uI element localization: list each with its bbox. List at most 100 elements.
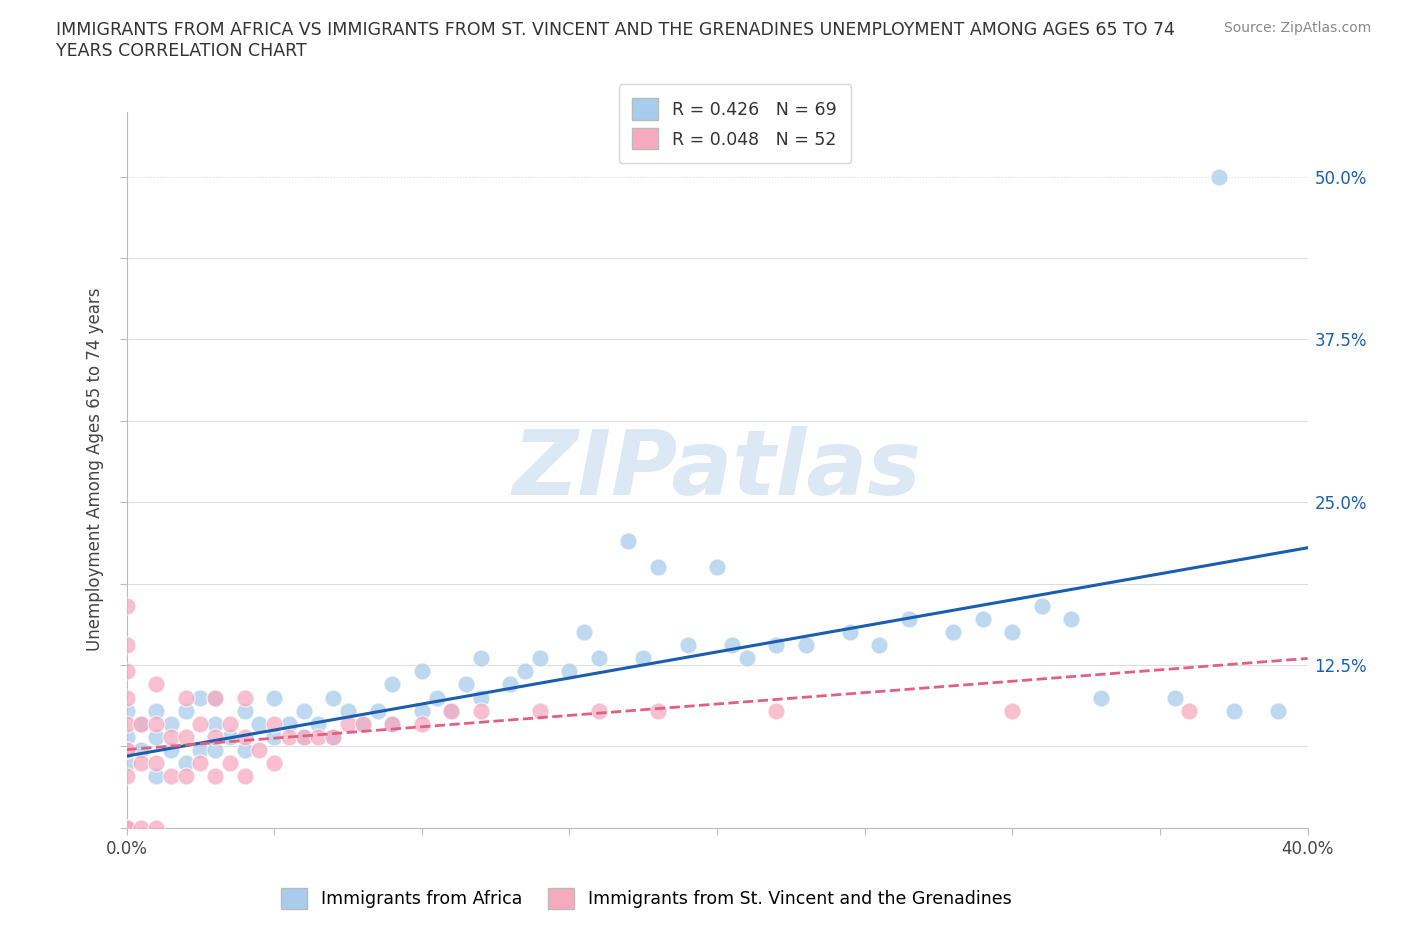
- Point: [381, 716, 404, 731]
- Point: [233, 768, 256, 783]
- Point: [188, 755, 212, 770]
- Point: [1164, 690, 1187, 705]
- Point: [160, 729, 183, 744]
- Point: [647, 560, 669, 575]
- Text: ZIPatlas: ZIPatlas: [513, 426, 921, 513]
- Point: [1031, 599, 1053, 614]
- Point: [115, 820, 138, 835]
- Point: [1208, 169, 1230, 184]
- Point: [115, 638, 138, 653]
- Point: [942, 625, 965, 640]
- Point: [115, 599, 138, 614]
- Point: [145, 703, 167, 718]
- Point: [145, 755, 167, 770]
- Point: [129, 742, 153, 757]
- Point: [219, 729, 242, 744]
- Point: [174, 690, 197, 705]
- Point: [529, 651, 551, 666]
- Point: [204, 729, 226, 744]
- Point: [115, 820, 138, 835]
- Point: [188, 690, 212, 705]
- Point: [720, 638, 742, 653]
- Point: [972, 612, 994, 627]
- Point: [440, 703, 463, 718]
- Point: [115, 664, 138, 679]
- Point: [263, 716, 285, 731]
- Point: [263, 755, 285, 770]
- Point: [292, 729, 315, 744]
- Point: [115, 729, 138, 744]
- Point: [367, 703, 389, 718]
- Point: [794, 638, 817, 653]
- Point: [160, 742, 183, 757]
- Point: [219, 716, 242, 731]
- Point: [1001, 703, 1024, 718]
- Y-axis label: Unemployment Among Ages 65 to 74 years: Unemployment Among Ages 65 to 74 years: [86, 288, 104, 651]
- Point: [499, 677, 522, 692]
- Point: [204, 690, 226, 705]
- Point: [1001, 625, 1024, 640]
- Point: [160, 768, 183, 783]
- Point: [115, 820, 138, 835]
- Point: [411, 664, 433, 679]
- Point: [249, 716, 271, 731]
- Point: [337, 703, 360, 718]
- Text: YEARS CORRELATION CHART: YEARS CORRELATION CHART: [56, 42, 307, 60]
- Point: [1267, 703, 1289, 718]
- Point: [115, 690, 138, 705]
- Point: [706, 560, 728, 575]
- Point: [233, 703, 256, 718]
- Point: [188, 716, 212, 731]
- Point: [278, 716, 301, 731]
- Point: [1178, 703, 1201, 718]
- Point: [129, 755, 153, 770]
- Point: [765, 638, 787, 653]
- Point: [249, 742, 271, 757]
- Point: [129, 820, 153, 835]
- Point: [1060, 612, 1083, 627]
- Point: [174, 755, 197, 770]
- Point: [145, 677, 167, 692]
- Point: [440, 703, 463, 718]
- Point: [735, 651, 758, 666]
- Point: [529, 703, 551, 718]
- Text: Source: ZipAtlas.com: Source: ZipAtlas.com: [1223, 21, 1371, 35]
- Point: [322, 690, 344, 705]
- Point: [263, 729, 285, 744]
- Point: [292, 729, 315, 744]
- Point: [263, 690, 285, 705]
- Point: [588, 651, 610, 666]
- Point: [898, 612, 921, 627]
- Point: [174, 729, 197, 744]
- Point: [233, 742, 256, 757]
- Point: [129, 716, 153, 731]
- Point: [322, 729, 344, 744]
- Point: [1223, 703, 1246, 718]
- Point: [308, 729, 330, 744]
- Point: [219, 755, 242, 770]
- Point: [188, 742, 212, 757]
- Point: [204, 742, 226, 757]
- Point: [515, 664, 537, 679]
- Point: [470, 690, 492, 705]
- Point: [337, 716, 360, 731]
- Point: [115, 742, 138, 757]
- Point: [233, 690, 256, 705]
- Point: [381, 716, 404, 731]
- Point: [588, 703, 610, 718]
- Point: [869, 638, 891, 653]
- Point: [129, 716, 153, 731]
- Point: [204, 768, 226, 783]
- Point: [352, 716, 374, 731]
- Point: [145, 820, 167, 835]
- Point: [676, 638, 699, 653]
- Point: [411, 703, 433, 718]
- Point: [838, 625, 860, 640]
- Point: [278, 729, 301, 744]
- Point: [647, 703, 669, 718]
- Point: [308, 716, 330, 731]
- Point: [115, 742, 138, 757]
- Point: [233, 729, 256, 744]
- Point: [174, 703, 197, 718]
- Legend: Immigrants from Africa, Immigrants from St. Vincent and the Grenadines: Immigrants from Africa, Immigrants from …: [269, 876, 1024, 922]
